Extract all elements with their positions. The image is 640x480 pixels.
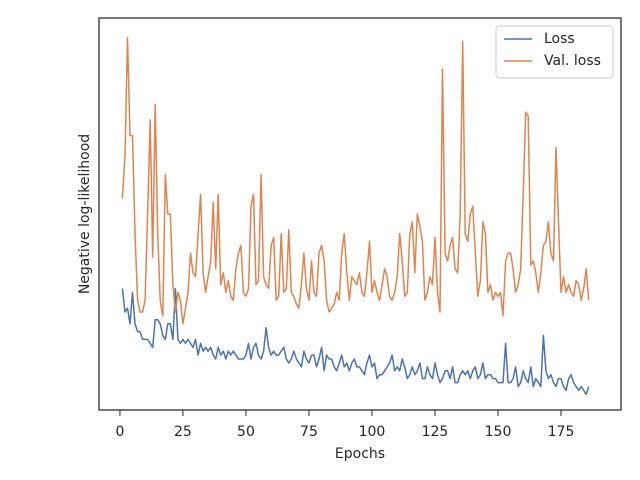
series-line	[121, 287, 590, 396]
y-axis-label: Negative log-likelihood	[77, 134, 93, 294]
x-axis-label: Epochs	[335, 446, 385, 462]
legend-label: Loss	[544, 31, 575, 47]
x-tick-label: 50	[237, 424, 255, 440]
x-tick-label: 75	[300, 424, 318, 440]
x-tick-label: 175	[548, 424, 575, 440]
plot-frame	[98, 17, 622, 411]
legend-label: Val. loss	[544, 53, 601, 69]
x-tick-label: 125	[422, 424, 449, 440]
x-tick-label: 100	[359, 424, 386, 440]
series-line	[121, 36, 590, 325]
x-tick-label: 0	[115, 424, 124, 440]
x-tick-label: 150	[485, 424, 512, 440]
x-tick-label: 25	[174, 424, 192, 440]
